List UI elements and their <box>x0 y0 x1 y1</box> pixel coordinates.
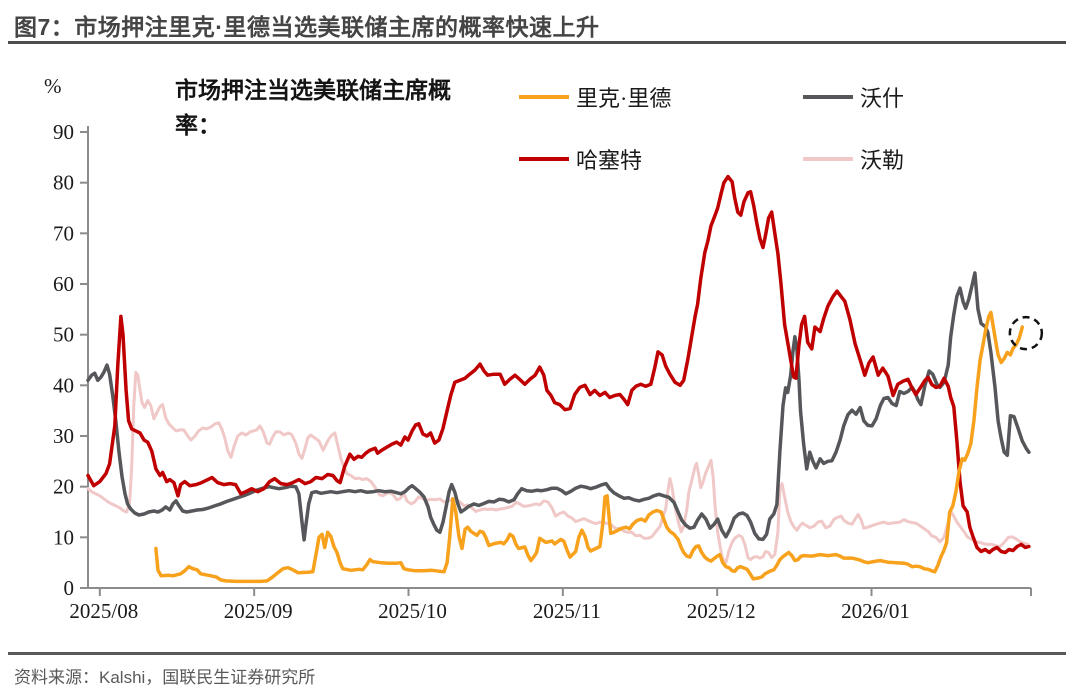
legend-item-hassett: 哈塞特 <box>519 146 643 173</box>
y-tick-label: 30 <box>53 424 74 448</box>
x-tick-label: 2026/01 <box>841 599 910 623</box>
y-tick-label: 40 <box>53 373 74 397</box>
highlight-circle <box>1008 315 1044 351</box>
legend-label-warsh: 沃什 <box>860 86 905 111</box>
x-tick-label: 2025/11 <box>533 599 601 623</box>
x-tick-label: 2025/09 <box>224 599 293 623</box>
series-line-3 <box>86 370 1030 565</box>
series-line-0 <box>154 310 1025 584</box>
series-line-2 <box>86 174 1031 555</box>
y-tick-label: 10 <box>53 525 74 549</box>
x-tick-label: 2025/10 <box>378 599 447 623</box>
legend-label-waller: 沃勒 <box>860 148 905 173</box>
series-line-1 <box>86 271 1031 542</box>
y-tick-label: 70 <box>53 221 74 245</box>
y-tick-label: 90 <box>53 120 74 144</box>
legend-item-waller: 沃勒 <box>803 146 905 173</box>
title-underline <box>8 41 1066 44</box>
legend-label-rieder: 里克·里德 <box>576 86 672 111</box>
footer-rule <box>8 652 1066 655</box>
y-axis-unit-label: % <box>44 74 62 98</box>
legend-item-warsh: 沃什 <box>803 84 905 111</box>
legend-item-rieder: 里克·里德 <box>519 84 672 111</box>
legend-swatch-warsh <box>803 94 853 100</box>
figure-title: 图7：市场押注里克·里德当选美联储主席的概率快速上升 <box>14 14 600 40</box>
y-tick-label: 20 <box>53 475 74 499</box>
chart-annotation: 市场押注当选美联储主席概率： <box>175 78 451 138</box>
y-tick-label: 50 <box>53 323 74 347</box>
y-tick-label: 80 <box>53 171 74 195</box>
y-tick-label: 0 <box>64 576 75 600</box>
legend-swatch-hassett <box>519 156 569 162</box>
x-tick-label: 2025/12 <box>687 599 756 623</box>
legend-swatch-rieder <box>519 94 569 100</box>
source-note: 资料来源：Kalshi，国联民生证券研究所 <box>14 668 316 687</box>
y-tick-label: 60 <box>53 272 74 296</box>
legend-swatch-waller <box>803 156 853 162</box>
x-tick-label: 2025/08 <box>69 599 138 623</box>
legend-label-hassett: 哈塞特 <box>576 148 643 173</box>
